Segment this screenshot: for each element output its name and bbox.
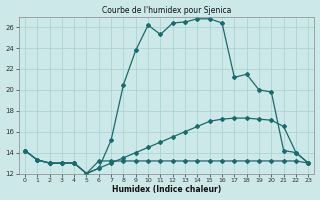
- X-axis label: Humidex (Indice chaleur): Humidex (Indice chaleur): [112, 185, 221, 194]
- Title: Courbe de l'humidex pour Sjenica: Courbe de l'humidex pour Sjenica: [102, 6, 231, 15]
